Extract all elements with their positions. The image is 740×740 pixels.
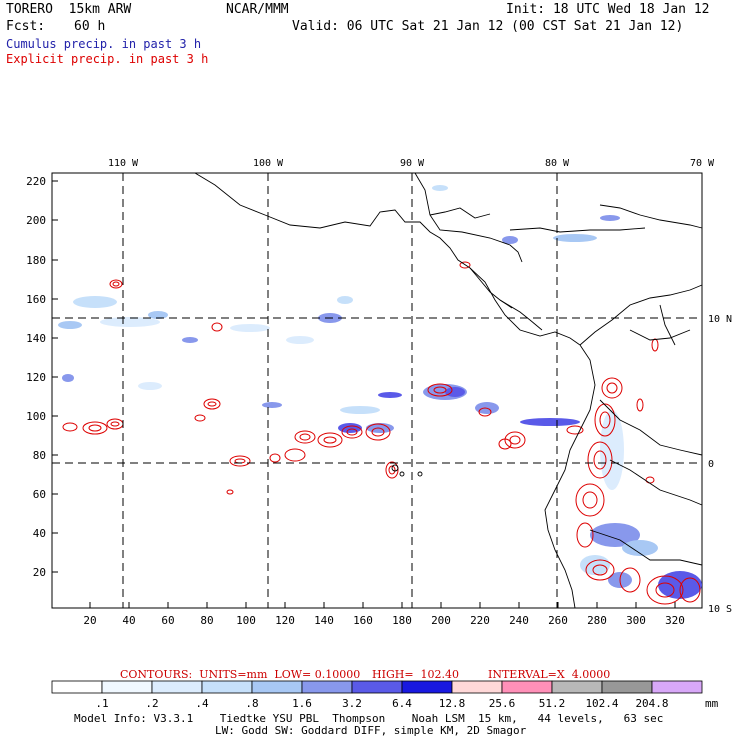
latlon-grid — [52, 173, 702, 608]
x-tick: 200 — [431, 614, 451, 627]
color-bar-swatch — [151, 680, 203, 694]
y-tick: 120 — [26, 371, 46, 384]
color-bar-label: 6.4 — [392, 697, 412, 710]
init-time: Init: 18 UTC Wed 18 Jan 12 — [506, 2, 710, 17]
valid-time: Valid: 06 UTC Sat 21 Jan 12 (00 CST Sat … — [292, 19, 684, 34]
color-bar-swatch — [251, 680, 303, 694]
y-tick: 200 — [26, 214, 46, 227]
x-tick: 100 — [236, 614, 256, 627]
color-bar-label: .8 — [245, 697, 259, 710]
forecast-label: Fcst: — [6, 19, 46, 34]
color-bar-swatch — [351, 680, 403, 694]
color-bar-unit: mm — [705, 697, 719, 710]
y-tick: 80 — [33, 449, 46, 462]
coastlines — [194, 172, 703, 609]
color-bar-label: 3.2 — [342, 697, 362, 710]
org-name: NCAR/MMM — [226, 2, 289, 17]
color-bar-swatch — [501, 680, 553, 694]
x-tick: 160 — [353, 614, 373, 627]
color-bar-swatch — [401, 680, 453, 694]
y-tick: 220 — [26, 175, 46, 188]
color-bar-label: 12.8 — [438, 697, 466, 710]
color-bar-label: 51.2 — [538, 697, 566, 710]
explicit-precip-contours — [62, 261, 701, 605]
lon-label-80w: 80 W — [545, 158, 570, 169]
x-tick: 280 — [587, 614, 607, 627]
color-bar-swatch — [51, 680, 103, 694]
lon-label-110w: 110 W — [108, 158, 139, 169]
y-tick: 140 — [26, 332, 46, 345]
x-tick: 260 — [548, 614, 568, 627]
x-tick: 140 — [314, 614, 334, 627]
x-tick: 40 — [122, 614, 135, 627]
cumulus-precip — [58, 185, 702, 599]
y-tick: 160 — [26, 293, 46, 306]
color-bar-label: .1 — [95, 697, 109, 710]
color-bar-swatch — [601, 680, 653, 694]
color-bar-swatch — [551, 680, 603, 694]
model-info: Model Info: V3.3.1 Tiedtke YSU PBL Thomp… — [74, 712, 664, 725]
model-physics: LW: Godd SW: Goddard DIFF, simple KM, 2D… — [215, 724, 527, 737]
y-tick: 180 — [26, 254, 46, 267]
lon-label-70w: 70 W — [690, 158, 715, 169]
explicit-legend: Explicit precip. in past 3 h — [6, 52, 209, 66]
contour-interval: INTERVAL=X 4.0000 — [488, 668, 611, 681]
x-tick: 20 — [83, 614, 96, 627]
y-tick: 20 — [33, 566, 46, 579]
lon-label-90w: 90 W — [400, 158, 425, 169]
lat-label-0: 0 — [708, 459, 714, 470]
color-bar-label: 204.8 — [635, 697, 669, 710]
color-bar-swatch — [201, 680, 253, 694]
y-tick: 100 — [26, 410, 46, 423]
x-tick: 80 — [200, 614, 213, 627]
color-bar-swatch — [651, 680, 703, 694]
lat-label-10n: 10 N — [708, 314, 732, 325]
contour-units: CONTOURS: UNITS=mm LOW= 0.10000 — [120, 668, 361, 681]
x-tick: 120 — [275, 614, 295, 627]
color-bar-swatch — [101, 680, 153, 694]
color-bar-label: .2 — [145, 697, 159, 710]
color-bar-label: .4 — [195, 697, 209, 710]
x-tick: 300 — [626, 614, 646, 627]
color-bar-swatch — [301, 680, 353, 694]
forecast-hour: 60 h — [74, 19, 106, 34]
x-tick: 240 — [509, 614, 529, 627]
x-tick: 220 — [470, 614, 490, 627]
color-bar-label: 1.6 — [292, 697, 312, 710]
axis-ticks — [52, 180, 676, 608]
y-tick: 40 — [33, 527, 46, 540]
color-bar-label: 102.4 — [585, 697, 619, 710]
x-tick: 320 — [665, 614, 685, 627]
model-name: TORERO 15km ARW — [6, 2, 132, 17]
contour-high: HIGH= 102.40 — [372, 668, 460, 681]
lon-label-100w: 100 W — [253, 158, 284, 169]
color-bar-swatch — [451, 680, 503, 694]
color-bar — [51, 680, 703, 694]
x-tick: 180 — [392, 614, 412, 627]
color-bar-label: 25.6 — [488, 697, 516, 710]
y-tick: 60 — [33, 488, 46, 501]
cumulus-legend: Cumulus precip. in past 3 h — [6, 37, 202, 51]
x-tick: 60 — [161, 614, 174, 627]
lat-label-10s: 10 S — [708, 604, 732, 615]
